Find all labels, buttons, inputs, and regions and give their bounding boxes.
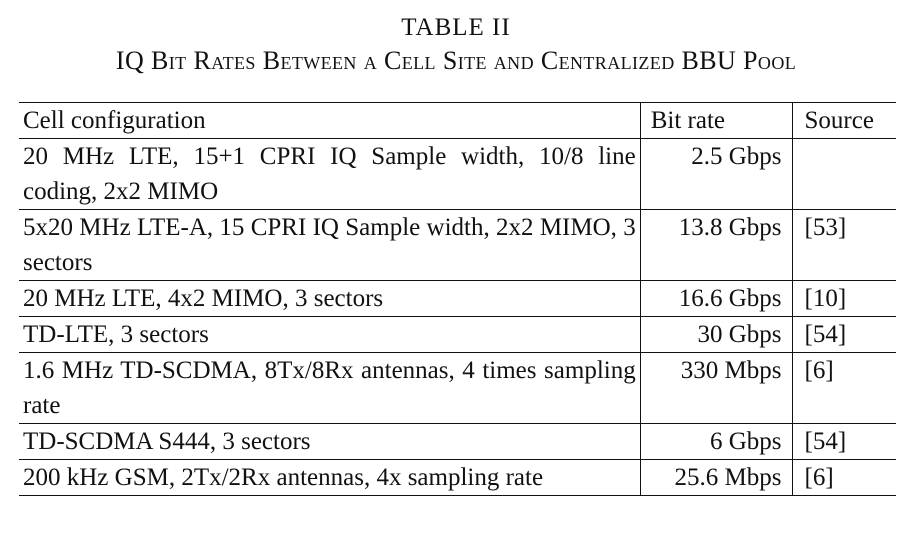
cell-source <box>791 138 896 210</box>
header-cell-configuration: Cell configuration <box>23 107 206 134</box>
cell-configuration: 20 MHz LTE, 4x2 MIMO, 3 sectors <box>23 285 384 312</box>
cell-bit-rate: 30 Gbps <box>639 316 792 353</box>
table-row: 1.6 MHz TD-SCDMA, 8Tx/8Rx antennas, 4 ti… <box>19 352 896 424</box>
cell-source: [6] <box>791 352 896 424</box>
cell-configuration: TD-LTE, 3 sectors <box>23 321 209 348</box>
table-header-row: Cell configuration Bit rate Source <box>19 102 896 139</box>
cell-source: [54] <box>791 316 896 353</box>
cell-source: [10] <box>791 280 896 317</box>
header-bit-rate: Bit rate <box>639 102 792 139</box>
cell-configuration: 5x20 MHz LTE-A, 15 CPRI IQ Sample width,… <box>23 214 636 276</box>
header-source: Source <box>791 102 896 139</box>
cell-bit-rate: 330 Mbps <box>639 352 792 424</box>
cell-configuration: TD-SCDMA S444, 3 sectors <box>23 428 311 455</box>
cell-configuration: 1.6 MHz TD-SCDMA, 8Tx/8Rx antennas, 4 ti… <box>23 357 636 419</box>
cell-configuration: 20 MHz LTE, 15+1 CPRI IQ Sample width, 1… <box>23 143 636 205</box>
cell-bit-rate: 16.6 Gbps <box>639 280 792 317</box>
table-row: 20 MHz LTE, 4x2 MIMO, 3 sectors 16.6 Gbp… <box>19 280 896 317</box>
table-row: 5x20 MHz LTE-A, 15 CPRI IQ Sample width,… <box>19 209 896 281</box>
cell-configuration: 200 kHz GSM, 2Tx/2Rx antennas, 4x sampli… <box>23 464 544 491</box>
cell-bit-rate: 6 Gbps <box>639 423 792 460</box>
table-title: IQ Bit Rates Between a Cell Site and Cen… <box>115 46 797 75</box>
table-row: TD-SCDMA S444, 3 sectors 6 Gbps [54] <box>19 423 896 460</box>
table-row: TD-LTE, 3 sectors 30 Gbps [54] <box>19 316 896 353</box>
cell-source: [54] <box>791 423 896 460</box>
cell-bit-rate: 13.8 Gbps <box>639 209 792 281</box>
cell-bit-rate: 2.5 Gbps <box>639 138 792 210</box>
table-row: 20 MHz LTE, 15+1 CPRI IQ Sample width, 1… <box>19 138 896 210</box>
cell-source: [6] <box>791 459 896 496</box>
cell-source: [53] <box>791 209 896 281</box>
table-label: TABLE II <box>401 14 511 41</box>
table-row: 200 kHz GSM, 2Tx/2Rx antennas, 4x sampli… <box>19 459 896 496</box>
cell-bit-rate: 25.6 Mbps <box>639 459 792 496</box>
bit-rate-table: Cell configuration Bit rate Source 20 MH… <box>19 102 896 496</box>
